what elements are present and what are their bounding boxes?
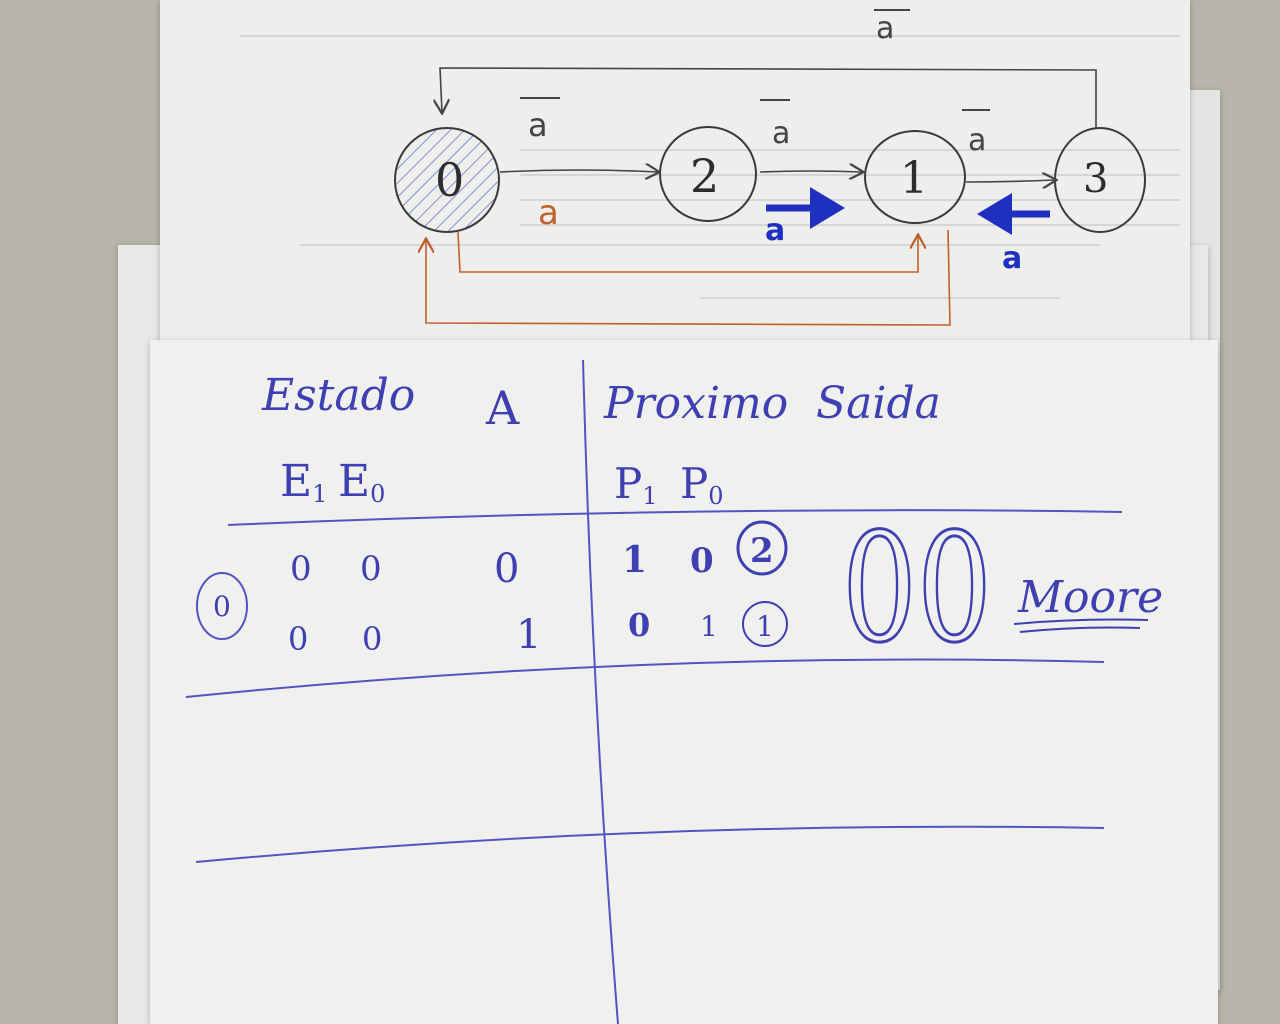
diagram-paper [160,0,1190,345]
row1-p0: 0 [690,541,714,581]
row2-e1: 0 [288,620,308,658]
row1-e1: 0 [290,549,312,589]
label-a-bar-2-1: a [760,99,790,151]
table-lines [185,359,1123,1024]
header-p1: P1 [614,459,658,510]
row2-p1: 0 [628,606,650,644]
edge-3-to-0-loop [440,67,1097,128]
row-divider-2 [195,825,1105,863]
header-estado: Estado [261,370,415,421]
state-2-label: 2 [690,149,719,203]
label-a-bar-0-2: a [520,97,560,144]
label-a-bar-2-1-text: a [772,116,790,151]
state-0-label: 0 [435,153,464,207]
state-row-label: 0 [213,590,231,623]
blue-label-a-2-1: a [765,213,785,248]
machine-type-underline [1013,618,1149,633]
output-value: 00 [842,502,992,676]
row2-saida: 1 [756,610,774,643]
row1-e0: 0 [360,549,382,589]
state-1-label: 1 [900,153,928,204]
header-underline [227,509,1123,526]
label-a-bar-top: a [874,9,910,46]
header-saida: Saida [816,378,941,429]
row1-p1: 1 [622,539,647,581]
vertical-divider [582,359,619,1024]
label-a-bar-1-3-text: a [968,123,986,158]
label-a-orange: a [538,193,559,233]
state-row-circle [196,572,248,640]
blue-label-a-3-1: a [1002,241,1022,276]
state-0: 0 [394,127,500,233]
header-proximo: Proximo [603,378,788,429]
faint-print-lines [240,35,1180,299]
header-a: A [485,381,520,435]
table-paper [150,340,1218,1024]
row2-e0: 0 [362,620,382,658]
row2-a: 1 [516,612,541,658]
state-table: Estado A Proximo Saida E1 E0 P1 P0 0 0 0… [185,359,1163,1024]
edge-0-to-1-bottom [457,231,918,273]
header-e1: E1 [280,456,327,508]
state-1: 1 [864,130,966,224]
state-diagram: 0 2 1 3 a a a [394,9,1146,326]
row2-p0: 1 [700,610,718,643]
label-a-bar-1-3: a [962,109,990,158]
edge-3-to-0-bottom [426,229,951,326]
state-2: 2 [659,126,757,222]
edge-2-to-1 [759,171,862,172]
label-a-bar-top-text: a [876,11,894,46]
machine-type: Moore [1017,572,1163,623]
row1-a: 0 [494,546,519,592]
header-e0: E0 [338,456,385,508]
state-3: 3 [1054,127,1146,233]
header-p0: P0 [680,459,724,510]
edge-0-to-2 [499,170,658,172]
row2-saida-circle [742,601,788,647]
edge-1-to-3 [965,180,1055,182]
row1-saida: 2 [750,531,774,571]
label-a-bar-0-2-text: a [528,106,548,144]
row-divider-1 [185,658,1105,698]
row1-saida-circle [736,520,788,576]
state-3-label: 3 [1083,156,1108,202]
